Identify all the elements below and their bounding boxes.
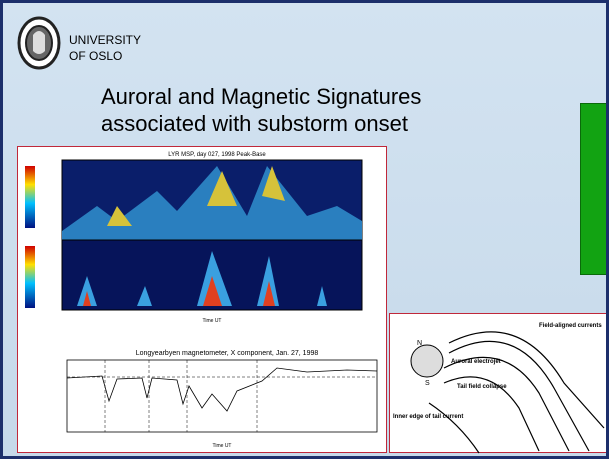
institution: UNIVERSITY — [69, 33, 141, 47]
institution: OF OSLO — [69, 49, 122, 63]
magnetosphere-diagram: N S Field-aligned currents Auroral elect… — [389, 313, 609, 455]
title-line: associated with substorm onset — [101, 110, 421, 137]
title-line: Auroral and Magnetic Signatures — [101, 83, 421, 110]
university-seal — [15, 13, 67, 75]
slide: UNIVERSITY OF OSLO Auroral and Magnetic … — [0, 0, 609, 459]
aurora-figure: LYR MSP, day 027, 1998 Peak-Base Time UT… — [17, 146, 387, 456]
axis-label: Time UT — [213, 443, 232, 449]
green-bar — [580, 103, 609, 275]
figure-caption: LYR MSP, day 027, 1998 Peak-Base — [168, 152, 266, 158]
diagram-label: Tail field collapse — [457, 384, 507, 390]
diagram-label: Auroral electrojet — [451, 359, 501, 365]
figure-caption: Longyearbyen magnetometer, X component, … — [136, 350, 319, 357]
diagram-label: Inner edge of tail current — [393, 414, 463, 420]
diagram-label: N — [417, 340, 422, 347]
axis-label: Time UT — [203, 318, 222, 324]
slide-title: Auroral and Magnetic Signatures associat… — [101, 83, 421, 137]
diagram-label: Field-aligned currents — [539, 323, 602, 329]
diagram-label: S — [425, 380, 430, 387]
